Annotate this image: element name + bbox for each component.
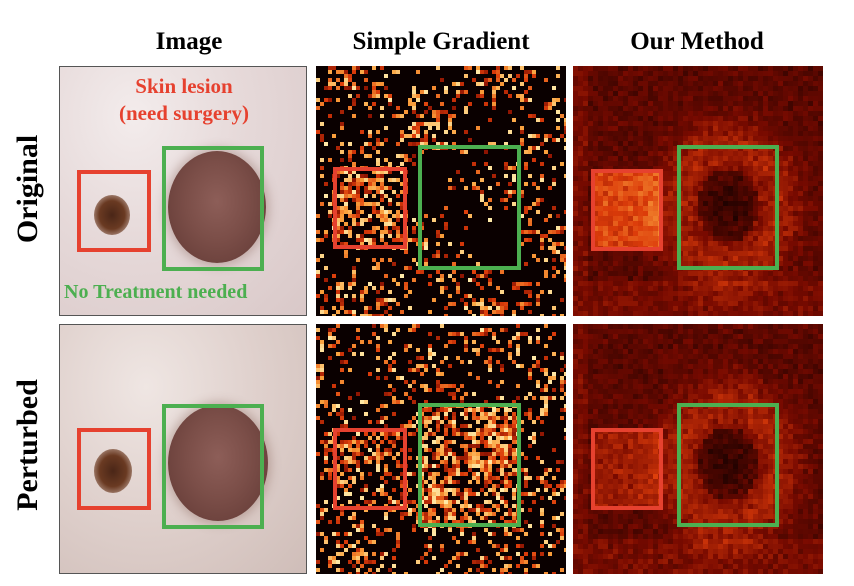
- small-skin-lesion: [94, 195, 130, 235]
- no-treatment-box: [677, 403, 779, 527]
- perturbed-simple-gradient-panel: [316, 324, 566, 574]
- no-treatment-box: [162, 404, 264, 529]
- large-mole: [168, 405, 268, 521]
- lesion-box: [333, 167, 407, 249]
- row-label-perturbed: Perturbed: [11, 379, 44, 511]
- small-skin-lesion: [94, 449, 132, 493]
- no-treatment-box: [418, 145, 521, 270]
- no-treatment-box: [418, 403, 521, 527]
- original-our-method-panel: [573, 66, 823, 316]
- no-treatment-box: [162, 146, 264, 271]
- lesion-box: [77, 428, 151, 510]
- lesion-box: [77, 170, 151, 252]
- lesion-box: [591, 169, 663, 251]
- original-image-panel: Skin lesion (need surgery) No Treatment …: [59, 66, 307, 316]
- lesion-box: [333, 428, 407, 510]
- row-label-original: Original: [11, 134, 44, 244]
- no-treatment-label: No Treatment needed: [64, 281, 248, 303]
- skin-lesion-label: Skin lesion (need surgery): [60, 73, 306, 127]
- large-mole: [168, 151, 266, 263]
- gradient-heatmap-original: [316, 66, 566, 316]
- column-header-image: Image: [155, 28, 223, 55]
- perturbed-image-panel: [59, 324, 307, 574]
- method-heatmap-original: [573, 66, 823, 316]
- column-header-our-method: Our Method: [630, 28, 764, 55]
- column-header-simple-gradient: Simple Gradient: [352, 28, 530, 55]
- perturbed-our-method-panel: [573, 324, 823, 574]
- skin-lesion-label-line1: Skin lesion: [135, 74, 233, 98]
- skin-lesion-label-line2: (need surgery): [118, 101, 250, 125]
- no-treatment-box: [677, 145, 779, 270]
- gradient-heatmap-perturbed: [316, 324, 566, 574]
- original-simple-gradient-panel: [316, 66, 566, 316]
- lesion-box: [591, 428, 663, 510]
